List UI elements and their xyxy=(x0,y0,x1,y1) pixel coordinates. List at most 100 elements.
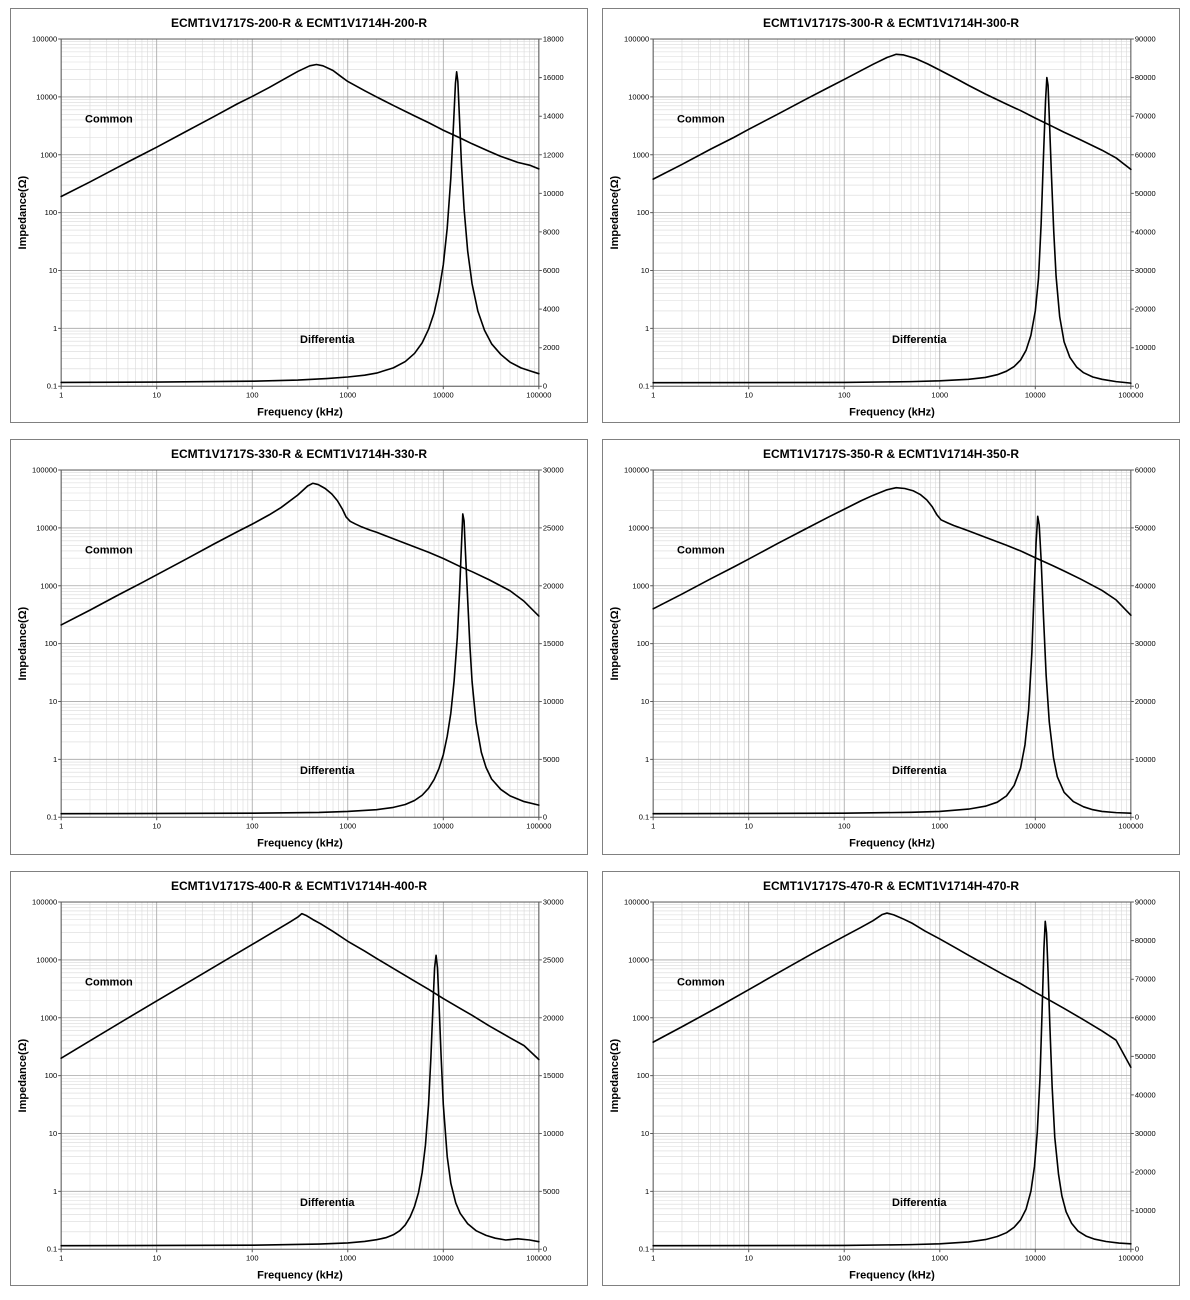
differential-series-label: Differentia xyxy=(300,1197,355,1209)
right-tick-label: 30000 xyxy=(1135,266,1156,275)
differential-mode-curve xyxy=(652,515,1132,815)
right-tick-label: 60000 xyxy=(1135,150,1156,159)
right-tick-label: 0 xyxy=(1135,813,1139,822)
right-tick-label: 50000 xyxy=(1135,1052,1156,1061)
common-series-label: Common xyxy=(85,113,133,125)
left-tick-label: 1000 xyxy=(40,1013,57,1022)
x-tick-label: 100000 xyxy=(1118,822,1143,831)
differential-mode-curve xyxy=(652,920,1132,1247)
right-tick-label: 50000 xyxy=(1135,524,1156,533)
x-tick-label: 10 xyxy=(153,822,161,831)
left-tick-label: 100 xyxy=(637,640,650,649)
left-tick-label: 1000 xyxy=(40,150,57,159)
right-tick-label: 15000 xyxy=(543,1071,564,1080)
x-tick-label: 1 xyxy=(651,1253,655,1262)
chart-title: ECMT1V1717S-470-R & ECMT1V1714H-470-R xyxy=(762,878,1020,893)
x-tick-label: 1000 xyxy=(931,822,948,831)
x-tick-label: 100 xyxy=(246,390,259,399)
axis-ticks xyxy=(58,901,542,1252)
x-tick-label: 100 xyxy=(246,1253,259,1262)
right-tick-label: 4000 xyxy=(543,305,560,314)
axis-ticks xyxy=(58,469,542,821)
differential-series-label: Differentia xyxy=(300,334,355,346)
x-tick-label: 10 xyxy=(745,822,753,831)
left-tick-label: 1000 xyxy=(632,150,649,159)
left-tick-label: 0.1 xyxy=(639,813,649,822)
left-tick-label: 10000 xyxy=(628,955,649,964)
left-tick-label: 1 xyxy=(53,1187,57,1196)
x-tick-label: 1000 xyxy=(931,1253,948,1262)
right-tick-label: 8000 xyxy=(543,227,560,236)
x-tick-label: 10000 xyxy=(1025,822,1046,831)
left-tick-label: 1000 xyxy=(632,582,649,591)
right-tick-label: 30000 xyxy=(543,466,564,475)
x-tick-label: 100 xyxy=(838,822,851,831)
right-tick-label: 30000 xyxy=(1135,640,1156,649)
y-axis-label: Impedance(Ω) xyxy=(609,175,621,249)
x-tick-label: 100 xyxy=(838,1253,851,1262)
x-tick-label: 10 xyxy=(745,390,753,399)
right-tick-label: 10000 xyxy=(1135,343,1156,352)
left-tick-label: 100 xyxy=(637,208,650,217)
common-mode-curve xyxy=(652,487,1132,617)
impedance-plot: 1 10 100 1000 10000 1000000.11101001000100001… xyxy=(609,35,1156,419)
impedance-plot: 1 10 100 1000 10000 1000000.11101001000100001… xyxy=(17,897,564,1281)
left-tick-label: 10 xyxy=(49,266,57,275)
differential-series-label: Differentia xyxy=(892,1197,947,1209)
left-tick-label: 100 xyxy=(45,640,58,649)
left-tick-label: 10000 xyxy=(36,92,57,101)
x-tick-label: 10000 xyxy=(1025,1253,1046,1262)
right-tick-label: 10000 xyxy=(543,189,564,198)
left-tick-label: 100 xyxy=(45,208,58,217)
right-tick-label: 2000 xyxy=(543,343,560,352)
left-tick-label: 100000 xyxy=(624,35,649,44)
left-tick-label: 0.1 xyxy=(47,813,57,822)
right-tick-label: 6000 xyxy=(543,266,560,275)
common-series-label: Common xyxy=(677,545,725,557)
x-axis-label: Frequency (kHz) xyxy=(257,838,343,850)
right-tick-label: 30000 xyxy=(1135,1129,1156,1138)
right-tick-label: 40000 xyxy=(1135,227,1156,236)
x-tick-label: 10 xyxy=(153,1253,161,1262)
right-tick-label: 0 xyxy=(543,1244,547,1253)
left-tick-label: 0.1 xyxy=(47,382,57,391)
right-tick-label: 25000 xyxy=(543,955,564,964)
common-series-label: Common xyxy=(85,545,133,557)
axis-ticks xyxy=(650,469,1134,821)
right-tick-label: 0 xyxy=(1135,1244,1139,1253)
right-tick-label: 40000 xyxy=(1135,582,1156,591)
right-tick-label: 80000 xyxy=(1135,73,1156,82)
left-tick-label: 10 xyxy=(641,266,649,275)
y-axis-label: Impedance(Ω) xyxy=(609,1038,621,1112)
right-tick-label: 5000 xyxy=(543,1187,560,1196)
differential-mode-curve xyxy=(60,954,540,1247)
right-tick-label: 60000 xyxy=(1135,1013,1156,1022)
x-tick-label: 100 xyxy=(838,390,851,399)
right-tick-label: 60000 xyxy=(1135,466,1156,475)
common-mode-curve xyxy=(652,53,1132,180)
left-tick-label: 1 xyxy=(645,755,649,764)
left-tick-label: 10000 xyxy=(628,92,649,101)
common-mode-curve xyxy=(60,912,540,1060)
chart-1: ECMT1V1717S-200-R & ECMT1V1714H-200-R 1 1… xyxy=(10,8,588,424)
right-tick-label: 14000 xyxy=(543,112,564,121)
x-tick-label: 1 xyxy=(651,390,655,399)
chart-title: ECMT1V1717S-330-R & ECMT1V1714H-330-R xyxy=(170,447,428,462)
left-tick-label: 10000 xyxy=(628,524,649,533)
right-tick-label: 10000 xyxy=(1135,755,1156,764)
common-mode-curve xyxy=(652,911,1132,1068)
right-tick-label: 30000 xyxy=(543,897,564,906)
left-tick-label: 1000 xyxy=(40,582,57,591)
plot-border xyxy=(652,901,1132,1250)
x-axis-label: Frequency (kHz) xyxy=(849,406,935,418)
x-tick-label: 1 xyxy=(59,822,63,831)
left-tick-label: 100000 xyxy=(624,897,649,906)
right-tick-label: 40000 xyxy=(1135,1090,1156,1099)
common-series-label: Common xyxy=(677,976,725,988)
differential-mode-curve xyxy=(60,513,540,815)
right-tick-label: 70000 xyxy=(1135,974,1156,983)
differential-mode-curve xyxy=(60,71,540,384)
x-tick-label: 1 xyxy=(59,390,63,399)
right-tick-label: 90000 xyxy=(1135,35,1156,44)
right-tick-label: 20000 xyxy=(1135,1167,1156,1176)
